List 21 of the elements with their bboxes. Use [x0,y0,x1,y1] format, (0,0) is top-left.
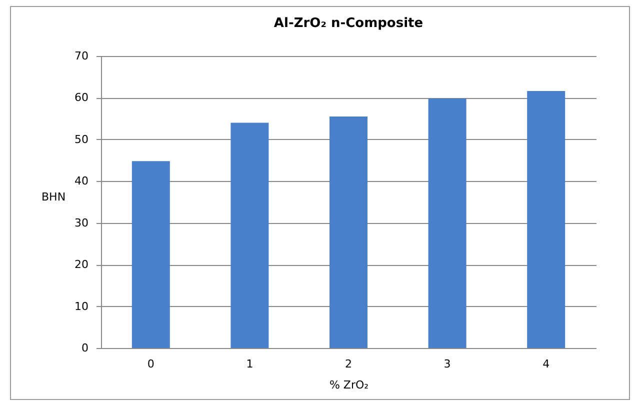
bar [428,98,466,348]
x-tick-label: 2 [345,358,352,370]
chart-title: Al-ZrO₂ n-Composite [274,16,424,31]
bar [330,116,368,348]
bar [230,122,269,348]
y-tick-label: 50 [74,132,88,146]
x-tick-label: 0 [147,358,154,370]
x-tick-label: 1 [246,358,254,370]
x-tick-label: 4 [542,358,550,370]
y-tick-label: 30 [74,216,88,230]
y-tick-label: 60 [74,91,88,104]
y-tick-label: 0 [82,342,88,354]
y-tick-label: 40 [74,174,88,188]
y-tick-label: 70 [74,50,88,62]
y-tick-label: 20 [74,258,88,272]
x-axis-title: % ZrO₂ [329,378,369,392]
bar [132,161,170,348]
y-tick-label: 10 [74,300,88,313]
x-tick-label: 3 [444,358,451,370]
bar [527,91,566,348]
y-axis-title: BHN [42,190,66,204]
